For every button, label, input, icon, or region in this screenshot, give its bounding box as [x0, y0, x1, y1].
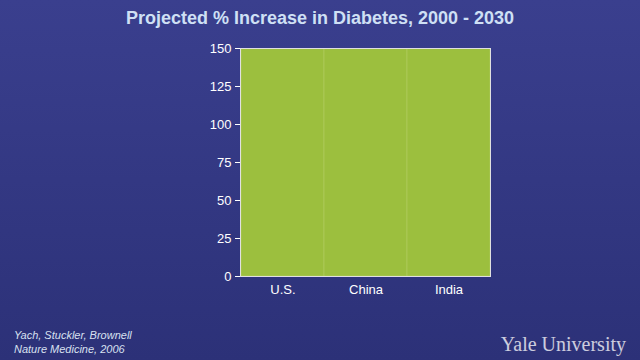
svg-text:China: China — [349, 282, 384, 297]
html-text:Projected % Increase in Diabet: Projected % Increase in Diabetes, 2000 -… — [125, 8, 515, 28]
svg-text:0: 0 — [224, 269, 231, 284]
svg-text:150: 150 — [210, 41, 232, 56]
html-text:Nature Medicine, 2006: Nature Medicine, 2006 — [14, 343, 125, 355]
svg-text:100: 100 — [210, 117, 232, 132]
svg-text:India: India — [435, 282, 464, 297]
html-text:Yale University: Yale University — [500, 333, 626, 355]
svg-text:75: 75 — [217, 155, 231, 170]
svg-text:50: 50 — [217, 193, 231, 208]
svg-text:125: 125 — [210, 79, 232, 94]
svg-text:25: 25 — [217, 231, 231, 246]
svg-text:U.S.: U.S. — [270, 282, 295, 297]
html-text:Yach, Stuckler, Brownell: Yach, Stuckler, Brownell — [14, 329, 132, 341]
